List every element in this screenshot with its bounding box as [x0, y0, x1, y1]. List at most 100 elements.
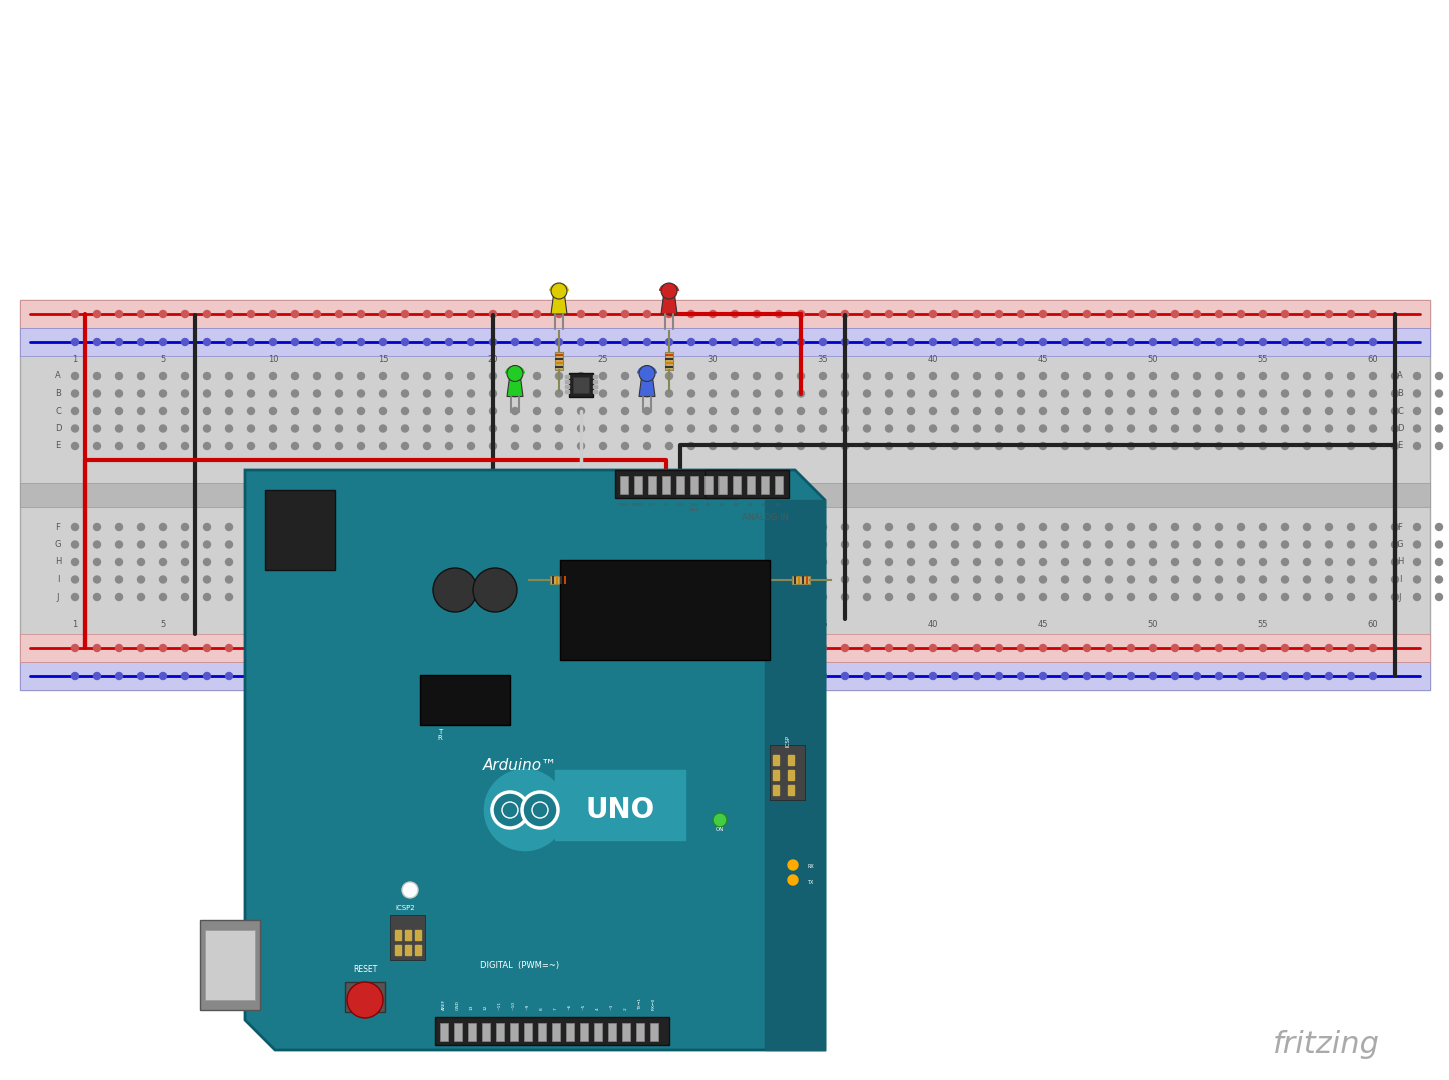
Circle shape [578, 390, 584, 397]
Circle shape [490, 311, 497, 318]
Circle shape [952, 390, 958, 397]
Circle shape [974, 576, 981, 583]
Circle shape [907, 426, 914, 432]
Circle shape [1237, 541, 1245, 548]
Circle shape [1149, 541, 1156, 548]
Circle shape [1062, 373, 1068, 379]
Circle shape [687, 311, 694, 318]
Bar [565, 380, 569, 382]
Circle shape [622, 524, 629, 530]
Circle shape [687, 645, 694, 651]
Circle shape [578, 576, 584, 583]
Circle shape [1348, 338, 1355, 346]
Circle shape [159, 390, 167, 397]
Bar [510, 1023, 517, 1041]
Circle shape [270, 673, 277, 679]
Circle shape [138, 338, 145, 346]
Circle shape [907, 576, 914, 583]
Polygon shape [507, 374, 523, 396]
Circle shape [643, 373, 651, 379]
Circle shape [203, 407, 210, 415]
Circle shape [336, 407, 342, 415]
Circle shape [753, 373, 761, 379]
Circle shape [1237, 390, 1245, 397]
Circle shape [181, 311, 188, 318]
Circle shape [1369, 311, 1377, 318]
Circle shape [1369, 594, 1377, 600]
Circle shape [94, 426, 100, 432]
Circle shape [533, 541, 540, 548]
Circle shape [313, 390, 320, 397]
Circle shape [358, 645, 365, 651]
Circle shape [1348, 645, 1355, 651]
Circle shape [181, 407, 188, 415]
Circle shape [1216, 390, 1223, 397]
Circle shape [907, 594, 914, 600]
Circle shape [1149, 576, 1156, 583]
Circle shape [1259, 594, 1266, 600]
Text: ICSP2: ICSP2 [396, 905, 414, 912]
Circle shape [775, 524, 782, 530]
Circle shape [842, 558, 849, 566]
Circle shape [600, 645, 607, 651]
Circle shape [1106, 645, 1113, 651]
Circle shape [116, 426, 123, 432]
Circle shape [622, 390, 629, 397]
Circle shape [820, 373, 826, 379]
Circle shape [907, 645, 914, 651]
Polygon shape [798, 576, 800, 583]
Circle shape [665, 443, 672, 449]
Text: 13: 13 [469, 1004, 474, 1010]
Circle shape [270, 311, 277, 318]
Bar [593, 375, 597, 378]
Circle shape [1436, 594, 1443, 600]
Circle shape [797, 524, 804, 530]
Circle shape [291, 407, 298, 415]
Circle shape [226, 558, 232, 566]
Circle shape [732, 407, 739, 415]
Circle shape [885, 594, 893, 600]
Text: 15: 15 [378, 355, 388, 364]
Polygon shape [564, 576, 567, 583]
Circle shape [511, 390, 519, 397]
Circle shape [203, 373, 210, 379]
Circle shape [820, 541, 826, 548]
Circle shape [1084, 426, 1091, 432]
Circle shape [248, 558, 255, 566]
Circle shape [159, 443, 167, 449]
Circle shape [71, 524, 78, 530]
Circle shape [1106, 443, 1113, 449]
Circle shape [1259, 407, 1266, 415]
Circle shape [1237, 673, 1245, 679]
Circle shape [842, 338, 849, 346]
Circle shape [423, 407, 430, 415]
Circle shape [622, 645, 629, 651]
Circle shape [732, 311, 739, 318]
Circle shape [181, 390, 188, 397]
Circle shape [842, 673, 849, 679]
Circle shape [226, 673, 232, 679]
Circle shape [929, 558, 936, 566]
Circle shape [203, 426, 210, 432]
Circle shape [1017, 407, 1024, 415]
Circle shape [380, 443, 387, 449]
Circle shape [248, 426, 255, 432]
Circle shape [775, 407, 782, 415]
Circle shape [842, 443, 849, 449]
Circle shape [445, 426, 452, 432]
Bar [769, 745, 806, 800]
Circle shape [1259, 524, 1266, 530]
Circle shape [1106, 558, 1113, 566]
Bar [593, 380, 597, 382]
Circle shape [820, 407, 826, 415]
Circle shape [820, 338, 826, 346]
Circle shape [423, 443, 430, 449]
Circle shape [1127, 594, 1135, 600]
Circle shape [1194, 311, 1201, 318]
Circle shape [665, 426, 672, 432]
Circle shape [159, 338, 167, 346]
Circle shape [511, 558, 519, 566]
Circle shape [401, 645, 409, 651]
Circle shape [1326, 576, 1333, 583]
Circle shape [788, 875, 798, 885]
